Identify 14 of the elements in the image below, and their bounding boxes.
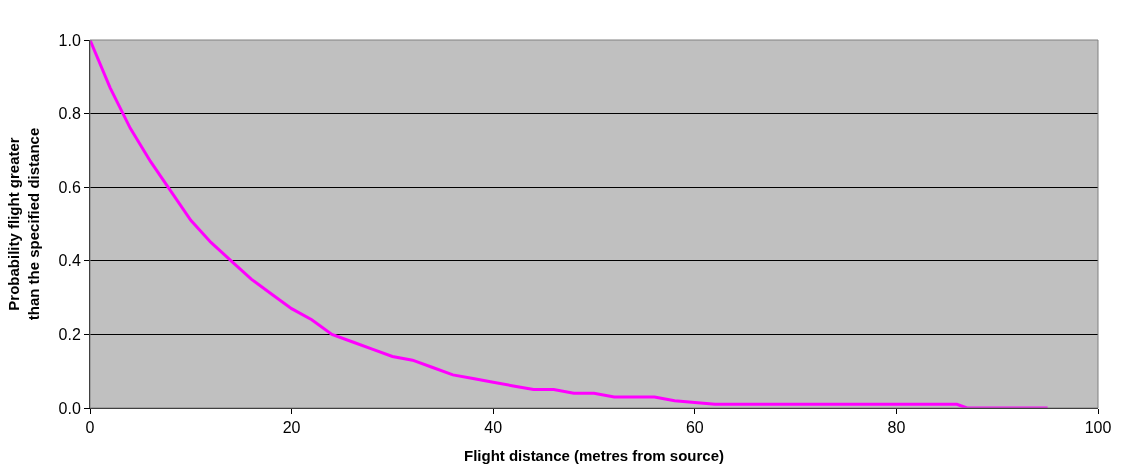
y-axis-title: Probability flight greater than the specified distance: [5, 127, 42, 321]
x-tick-label: 40: [484, 419, 503, 437]
x-tick-label: 60: [685, 419, 704, 437]
y-tick-label: 0.2: [58, 326, 81, 343]
y-tick-label: 0.4: [58, 252, 81, 270]
x-tick-label: 0: [85, 419, 95, 437]
y-tick-label: 0.6: [58, 178, 81, 196]
x-tick-label: 80: [887, 419, 906, 437]
x-axis-title: Flight distance (metres from source): [463, 447, 725, 465]
y-tick-label: 0.8: [58, 105, 81, 123]
y-tick-label: 0.0: [58, 399, 81, 417]
x-tick-label: 20: [282, 419, 301, 437]
x-tick-label: 100: [1084, 419, 1112, 437]
y-tick-label: 1.0: [58, 31, 81, 49]
